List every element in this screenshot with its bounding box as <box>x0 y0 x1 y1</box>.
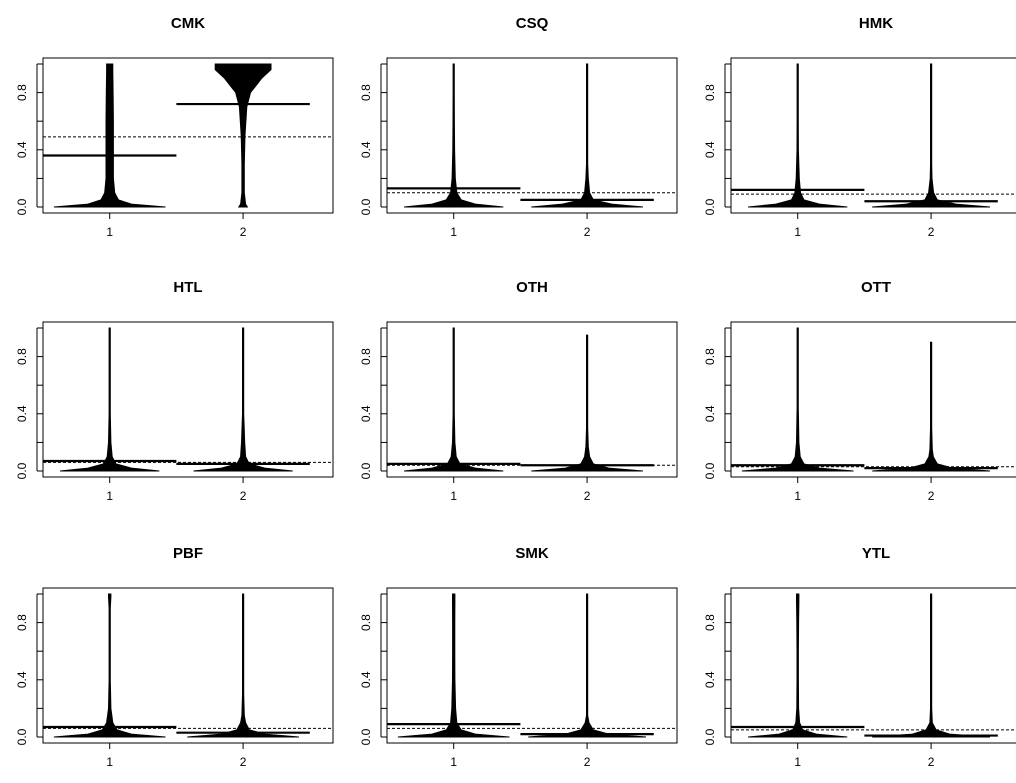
plot-frame <box>730 321 1016 478</box>
y-tick-label: 0.0 <box>15 462 29 479</box>
x-tick-label: 2 <box>240 225 247 239</box>
y-tick-label: 0.0 <box>15 728 29 745</box>
x-tick-label: 2 <box>928 489 935 503</box>
panel-title: HMK <box>859 15 893 32</box>
y-tick-label: 0.8 <box>359 348 373 365</box>
y-tick-label: 0.0 <box>359 462 373 479</box>
x-tick-label: 2 <box>584 489 591 503</box>
y-tick-label: 0.4 <box>703 405 717 422</box>
plot-frame <box>386 587 678 744</box>
x-tick-label: 1 <box>794 755 801 769</box>
y-tick-label: 0.8 <box>703 348 717 365</box>
y-tick-label: 0.4 <box>15 405 29 422</box>
plot-frame <box>42 321 334 478</box>
x-tick-label: 2 <box>584 755 591 769</box>
y-tick-label: 0.4 <box>15 671 29 688</box>
x-tick-label: 1 <box>450 489 457 503</box>
plot-frame <box>730 57 1016 214</box>
x-tick-label: 2 <box>928 755 935 769</box>
panel-title: OTT <box>861 279 891 296</box>
panel-title: OTH <box>516 279 548 296</box>
y-tick-label: 0.0 <box>703 728 717 745</box>
x-tick-label: 2 <box>584 225 591 239</box>
y-tick-label: 0.0 <box>359 198 373 215</box>
panel-smk: SMK 0.0 0.4 0.8 1 2 <box>359 545 678 769</box>
panel-title: YTL <box>862 545 890 562</box>
x-tick-label: 1 <box>450 755 457 769</box>
plot-frame <box>42 57 334 214</box>
plot-frame <box>42 587 334 744</box>
y-tick-label: 0.4 <box>703 671 717 688</box>
y-tick-label: 0.8 <box>703 84 717 101</box>
y-tick-label: 0.4 <box>703 141 717 158</box>
y-tick-label: 0.4 <box>359 141 373 158</box>
y-tick-label: 0.4 <box>359 671 373 688</box>
panel-csq: CSQ 0.0 0.4 0.8 1 2 <box>359 15 678 239</box>
y-tick-label: 0.0 <box>703 198 717 215</box>
panel-htl: HTL 0.0 0.4 0.8 1 2 <box>15 279 334 503</box>
y-tick-label: 0.8 <box>359 84 373 101</box>
y-tick-label: 0.0 <box>359 728 373 745</box>
y-tick-label: 0.8 <box>359 614 373 631</box>
panel-ott: OTT 0.0 0.4 0.8 1 2 <box>703 279 1016 503</box>
y-tick-label: 0.4 <box>15 141 29 158</box>
y-tick-label: 0.0 <box>703 462 717 479</box>
plot-frame <box>386 57 678 214</box>
panel-title: CMK <box>171 15 205 32</box>
y-tick-label: 0.0 <box>15 198 29 215</box>
plot-frame <box>730 587 1016 744</box>
x-tick-label: 2 <box>240 489 247 503</box>
panel-oth: OTH 0.0 0.4 0.8 1 2 <box>359 279 678 503</box>
y-tick-label: 0.4 <box>359 405 373 422</box>
x-tick-label: 1 <box>450 225 457 239</box>
x-tick-label: 1 <box>794 225 801 239</box>
panel-title: SMK <box>515 545 549 562</box>
y-tick-label: 0.8 <box>15 614 29 631</box>
x-tick-label: 1 <box>106 225 113 239</box>
x-tick-label: 2 <box>240 755 247 769</box>
y-tick-label: 0.8 <box>15 84 29 101</box>
y-tick-label: 0.8 <box>15 348 29 365</box>
x-tick-label: 1 <box>106 489 113 503</box>
panel-cmk: CMK 0.0 0.4 0.8 1 2 <box>15 15 334 239</box>
panel-ytl: YTL 0.0 0.4 0.8 1 2 <box>703 545 1016 769</box>
plot-frame <box>386 321 678 478</box>
panel-title: HTL <box>173 279 202 296</box>
panel-pbf: PBF 0.0 0.4 0.8 1 2 <box>15 545 334 769</box>
panel-hmk: HMK 0.0 0.4 0.8 1 2 <box>703 15 1016 239</box>
panel-title: CSQ <box>516 15 549 32</box>
y-tick-label: 0.8 <box>703 614 717 631</box>
x-tick-label: 1 <box>106 755 113 769</box>
x-tick-label: 1 <box>794 489 801 503</box>
panel-title: PBF <box>173 545 203 562</box>
x-tick-label: 2 <box>928 225 935 239</box>
